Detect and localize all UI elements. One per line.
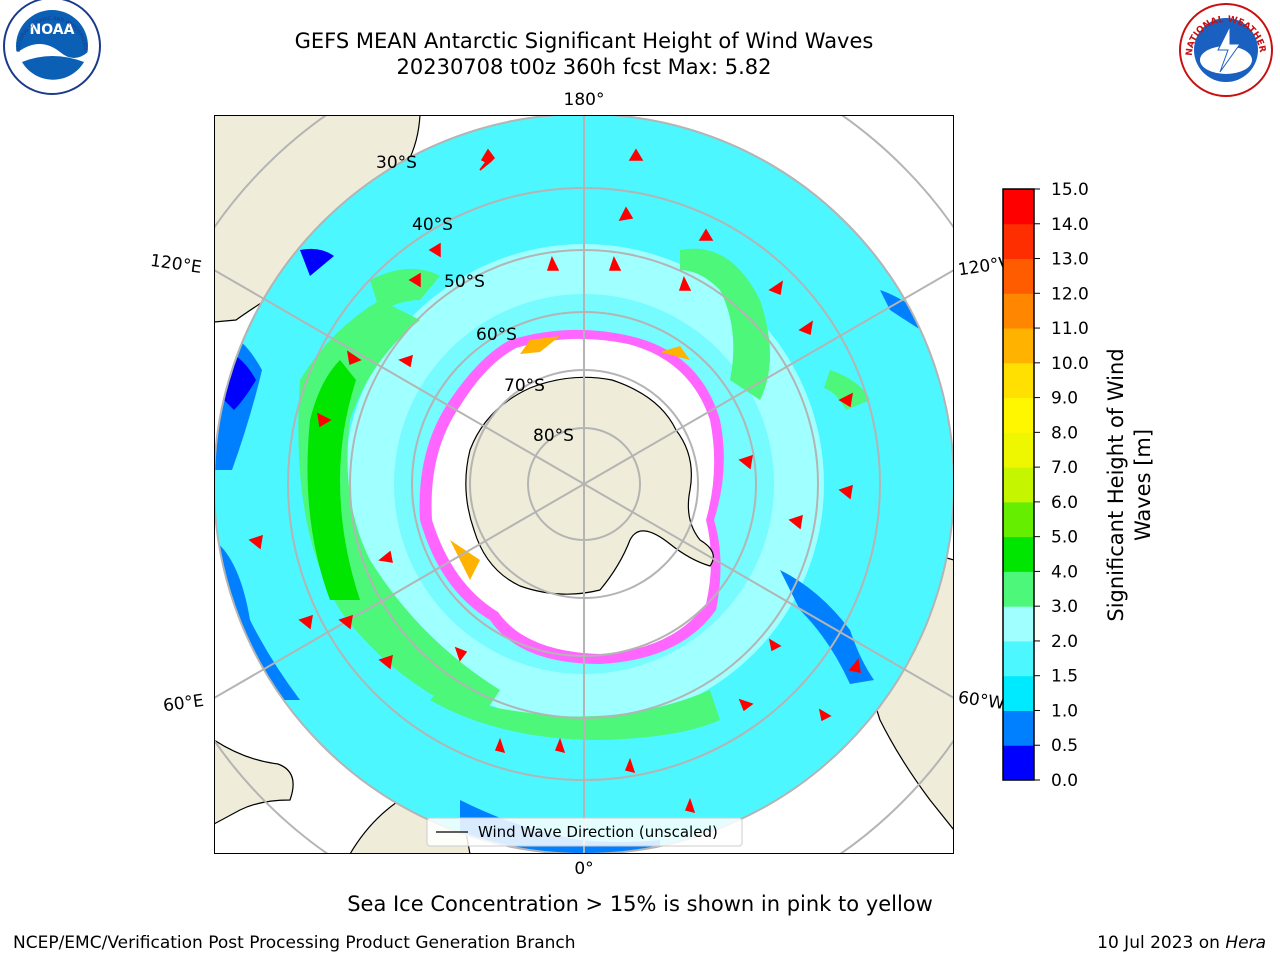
map-panel [214,115,954,854]
colorbar-tick-label: 14.0 [1051,215,1089,235]
colorbar-segment [1003,362,1034,399]
lat-label-40s: 40°S [412,215,453,235]
lat-label-80s: 80°S [533,426,574,446]
colorbar-segment [1003,571,1034,607]
colorbar-frame [1002,188,1035,781]
sea-ice-note: Sea Ice Concentration > 15% is shown in … [347,892,933,916]
colorbar-tick-label: 1.0 [1051,701,1078,721]
colorbar-segment [1003,710,1034,746]
colorbar-segment [1003,397,1034,433]
credit-text: NCEP/EMC/Verification Post Processing Pr… [13,933,576,953]
colorbar-segment [1003,536,1034,572]
map-legend: Wind Wave Direction (unscaled) [426,817,743,847]
colorbar-segment [1003,293,1034,329]
colorbar-segment [1003,432,1034,468]
colorbar-segment [1003,328,1034,364]
colorbar-tick-label: 2.0 [1051,632,1078,652]
colorbar-tick-label: 11.0 [1051,319,1089,339]
host-name: Hera [1225,933,1266,953]
noaa-logo-icon: NOAA NATIONAL OCEANIC AND ATMOSPHERIC AD… [0,0,101,95]
colorbar-tick-label: 13.0 [1051,250,1089,270]
map-subtitle: 20230708 t00z 360h fcst Max: 5.82 [396,55,772,79]
colorbar-segment [1003,675,1034,711]
map-title: GEFS MEAN Antarctic Significant Height o… [294,29,874,53]
colorbar-tick-label: 6.0 [1051,493,1078,513]
colorbar-tick-label: 1.5 [1051,667,1078,687]
colorbar-tick-label: 0.5 [1051,736,1078,756]
lon-label-180: 180° [564,90,605,110]
colorbar-tick-label: 9.0 [1051,389,1078,409]
lat-label-30s: 30°S [376,153,417,173]
colorbar-segment [1003,258,1034,294]
svg-text:NATIONAL WEATHER SERVICE: NATIONAL WEATHER SERVICE [0,0,1267,56]
wind-wave-arrows [248,148,861,814]
lon-label-60w: 60°W [957,688,1006,714]
lat-label-70s: 70°S [504,376,545,396]
lon-label-0: 0° [574,859,593,879]
colorbar-tick-label: 10.0 [1051,354,1089,374]
map-graticule [214,115,954,854]
nws-ring-text: NATIONAL WEATHER SERVICE [0,0,1267,56]
colorbar-label-line1: Significant Height of Wind [1104,348,1128,621]
colorbar-segment [1003,640,1034,677]
run-date: 10 Jul 2023 on Hera [1097,933,1266,953]
colorbar-segment [1003,745,1034,781]
colorbar-segment [1003,189,1034,225]
colorbar-label-line2: Waves [m] [1131,429,1155,541]
colorbar-tick-label: 4.0 [1051,562,1078,582]
colorbar-tick-label: 8.0 [1051,423,1078,443]
colorbar-tick-label: 15.0 [1051,180,1089,200]
colorbar: 0.0 0.5 1.0 1.5 2.0 3.0 4.0 5.0 6.0 7.0 8.0 9.0 10.0… [1002,180,1089,791]
run-date-text: 10 Jul 2023 on [1097,933,1226,953]
colorbar-segment [1003,501,1034,538]
legend-label: Wind Wave Direction (unscaled) [478,823,718,841]
colorbar-tick-label: 3.0 [1051,597,1078,617]
lon-label-120e: 120°E [149,251,203,278]
antarctica [465,376,714,595]
nws-logo-icon: NATIONAL WEATHER SERVICE [0,0,1273,97]
colorbar-segment [1003,467,1034,503]
colorbar-tick-label: 5.0 [1051,528,1078,548]
colorbar-segment [1003,223,1034,260]
colorbar-tick-label: 7.0 [1051,458,1078,478]
noaa-logo-text: NOAA [30,22,75,38]
lon-label-60e: 60°E [162,691,205,716]
colorbar-segment [1003,606,1034,642]
lat-label-50s: 50°S [444,272,485,292]
colorbar-tick-label: 0.0 [1051,771,1078,791]
colorbar-tick-label: 12.0 [1051,284,1089,304]
lat-label-60s: 60°S [476,325,517,345]
